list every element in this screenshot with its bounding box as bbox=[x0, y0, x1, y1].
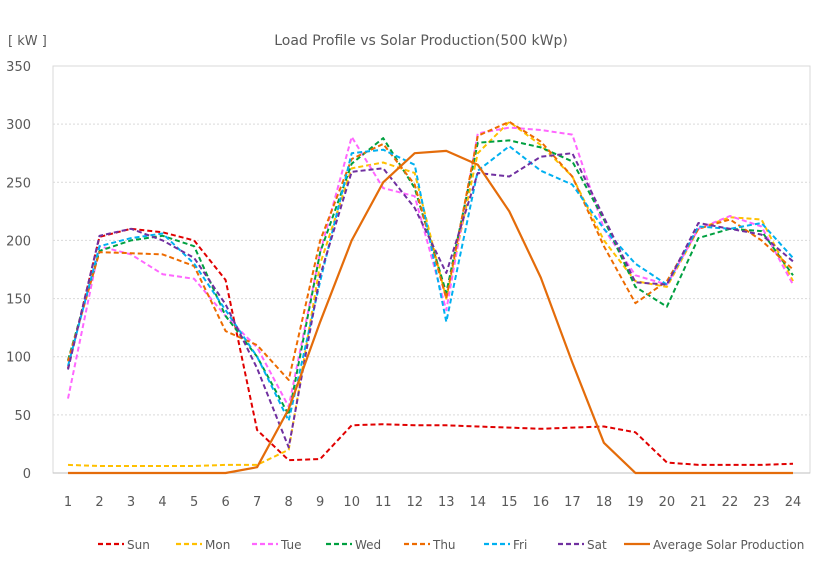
x-tick-label: 17 bbox=[564, 495, 581, 510]
series-line-mon bbox=[67, 120, 794, 467]
x-tick-label: 11 bbox=[375, 495, 392, 510]
x-tick-label: 7 bbox=[253, 495, 261, 510]
legend-label: Fri bbox=[513, 538, 527, 552]
y-tick-label: 50 bbox=[14, 409, 31, 424]
series-lines bbox=[67, 120, 794, 475]
x-tick-label: 4 bbox=[158, 495, 166, 510]
plot-area-border bbox=[52, 65, 811, 474]
x-tick-label: 1 bbox=[64, 495, 72, 510]
x-tick-label: 9 bbox=[316, 495, 324, 510]
x-tick-label: 13 bbox=[438, 495, 455, 510]
x-tick-label: 23 bbox=[753, 495, 770, 510]
y-tick-label: 200 bbox=[6, 234, 31, 249]
x-tick-label: 16 bbox=[533, 495, 550, 510]
legend-label: Sat bbox=[587, 538, 607, 552]
x-tick-label: 15 bbox=[501, 495, 518, 510]
x-tick-label: 8 bbox=[285, 495, 293, 510]
y-tick-label: 350 bbox=[6, 60, 31, 75]
y-tick-label: 100 bbox=[6, 351, 31, 366]
series-line-average-solar-production bbox=[68, 149, 793, 475]
x-tick-label: 21 bbox=[690, 495, 707, 510]
legend: Sun Mon Tue Wed Thu Fri Sat Average Solar Produ… bbox=[98, 538, 804, 552]
x-tick-label: 18 bbox=[596, 495, 613, 510]
series-line-sun bbox=[67, 227, 794, 466]
x-tick-label: 12 bbox=[406, 495, 423, 510]
x-tick-label: 20 bbox=[659, 495, 676, 510]
x-tick-label: 5 bbox=[190, 495, 198, 510]
y-tick-label: 250 bbox=[6, 176, 31, 191]
y-tick-label: 150 bbox=[6, 293, 31, 308]
legend-label: Wed bbox=[355, 538, 381, 552]
x-tick-label: 24 bbox=[785, 495, 802, 510]
legend-label: Tue bbox=[280, 538, 302, 552]
x-tick-label: 2 bbox=[95, 495, 103, 510]
x-tick-label: 22 bbox=[722, 495, 739, 510]
y-axis-label: [ kW ] bbox=[8, 34, 47, 49]
series-line-sat bbox=[67, 152, 794, 449]
legend-label: Thu bbox=[432, 538, 456, 552]
y-tick-label: 0 bbox=[23, 467, 31, 482]
legend-label: Sun bbox=[127, 538, 150, 552]
gridlines bbox=[52, 65, 811, 474]
x-tick-label: 6 bbox=[221, 495, 229, 510]
x-tick-label: 3 bbox=[127, 495, 135, 510]
series-line-wed bbox=[67, 137, 794, 416]
legend-label: Mon bbox=[205, 538, 230, 552]
legend-label: Average Solar Production bbox=[653, 538, 804, 552]
series-line-fri bbox=[67, 145, 794, 422]
chart-title: Load Profile vs Solar Production(500 kWp… bbox=[274, 33, 568, 49]
x-tick-label: 14 bbox=[470, 495, 487, 510]
x-tick-label: 10 bbox=[343, 495, 360, 510]
x-tick-label: 19 bbox=[627, 495, 644, 510]
y-tick-label: 300 bbox=[6, 118, 31, 133]
